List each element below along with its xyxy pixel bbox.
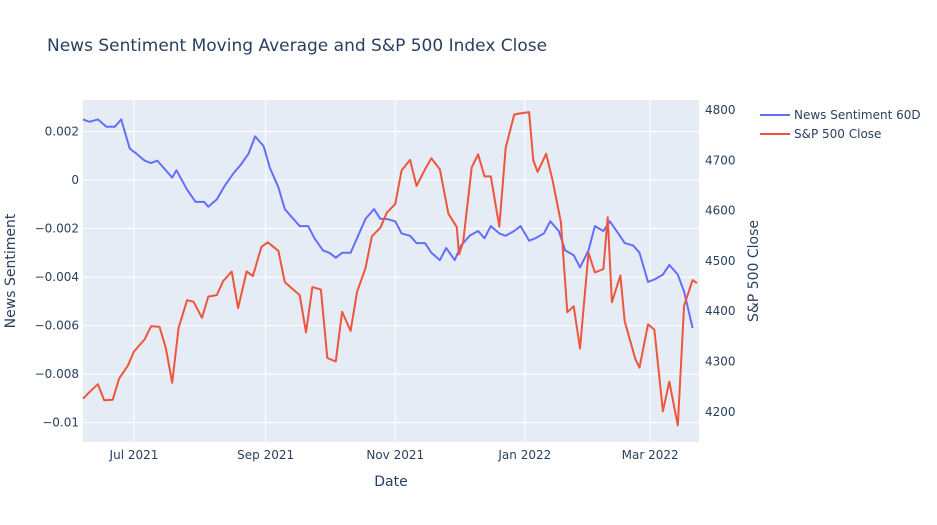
y-right-tick-label: 4500	[705, 254, 736, 268]
x-tick-label: Jul 2021	[109, 448, 159, 462]
x-tick-label: Mar 2022	[622, 448, 679, 462]
y-left-tick-label: 0	[71, 173, 79, 187]
y-left-tick-label: 0.002	[45, 125, 79, 139]
x-tick-label: Sep 2021	[237, 448, 294, 462]
sp500-line	[82, 111, 698, 427]
tick-labels: 0.002 0 −0.002 −0.004 −0.006 −0.008 −0.01 4200 4…	[35, 103, 736, 462]
y-right-tick-label: 4600	[705, 204, 736, 218]
x-tick-label: Jan 2022	[497, 448, 551, 462]
x-axis-title: Date	[374, 474, 407, 490]
legend[interactable]: News Sentiment 60D S&P 500 Close	[760, 108, 921, 141]
y-right-tick-label: 4400	[705, 304, 736, 318]
y-left-tick-label: −0.008	[35, 367, 79, 381]
y-axis-right-title: S&P 500 Close	[746, 220, 762, 322]
y-left-tick-label: −0.006	[35, 319, 79, 333]
y-right-tick-label: 4200	[705, 405, 736, 419]
legend-label-sentiment[interactable]: News Sentiment 60D	[794, 108, 921, 122]
x-tick-label: Nov 2021	[366, 448, 424, 462]
y-left-tick-label: −0.01	[42, 416, 79, 430]
y-right-tick-label: 4300	[705, 355, 736, 369]
y-right-tick-label: 4800	[705, 103, 736, 117]
y-axis-left-title: News Sentiment	[3, 213, 19, 328]
y-left-tick-label: −0.004	[35, 270, 79, 284]
y-left-tick-label: −0.002	[35, 222, 79, 236]
legend-label-sp500[interactable]: S&P 500 Close	[794, 127, 881, 141]
y-right-tick-label: 4700	[705, 153, 736, 167]
series-lines	[82, 111, 698, 427]
gridlines	[83, 100, 699, 442]
plot-area	[83, 100, 699, 442]
chart-title: News Sentiment Moving Average and S&P 50…	[47, 36, 547, 56]
